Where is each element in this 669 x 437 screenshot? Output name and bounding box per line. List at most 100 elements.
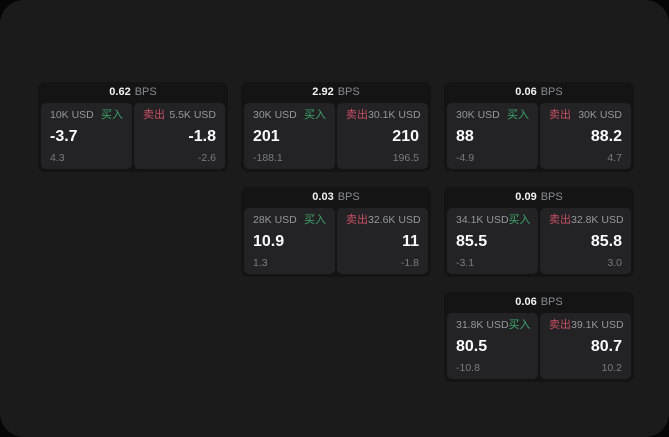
buy-panel[interactable]: 10K USD 买入 -3.7 4.3 [41, 103, 132, 169]
sell-amount-label: 5.5K USD [169, 109, 216, 122]
buy-price-value: 201 [253, 127, 280, 145]
buy-panel-top: 28K USD 买入 [253, 215, 326, 226]
bps-value: 0.06 [515, 86, 537, 98]
sell-amount-label: 32.6K USD [368, 214, 421, 227]
buy-side-label: 买入 [304, 214, 326, 226]
buy-panel-top: 30K USD 买入 [253, 110, 326, 121]
buy-sub-value: -4.9 [456, 151, 475, 164]
buy-panel[interactable]: 30K USD 买入 88 -4.9 [447, 103, 538, 169]
card-header: 0.06 BPS [444, 292, 634, 313]
card-body: 30K USD 买入 88 -4.9 卖出 30K USD 88.2 4.7 [444, 103, 634, 172]
buy-price-value: -3.7 [50, 127, 78, 145]
sell-panel[interactable]: 卖出 30K USD 88.2 4.7 [540, 103, 631, 169]
quote-card: 0.06 BPS 31.8K USD 买入 80.5 -10.8 卖出 39.1… [444, 292, 634, 382]
sell-panel[interactable]: 卖出 32.6K USD 11 -1.8 [337, 208, 428, 274]
buy-sub-value: -10.8 [456, 361, 480, 374]
bps-unit-label: BPS [540, 86, 563, 98]
sell-panel[interactable]: 卖出 5.5K USD -1.8 -2.6 [134, 103, 225, 169]
quote-card: 0.62 BPS 10K USD 买入 -3.7 4.3 卖出 5.5K USD [38, 82, 228, 172]
sell-side-label: 卖出 [346, 214, 368, 226]
bps-unit-label: BPS [134, 86, 157, 98]
buy-amount-label: 30K USD [253, 109, 297, 122]
buy-sub-value: 1.3 [253, 256, 268, 269]
sell-side-label: 卖出 [549, 109, 571, 121]
sell-sub-value: -2.6 [197, 151, 216, 164]
buy-panel-top: 31.8K USD 买入 [456, 319, 531, 332]
card-body: 28K USD 买入 10.9 1.3 卖出 32.6K USD 11 -1.8 [241, 208, 431, 277]
card-header: 0.06 BPS [444, 82, 634, 103]
card-body: 34.1K USD 买入 85.5 -3.1 卖出 32.8K USD 85.8… [444, 208, 634, 277]
sell-amount-label: 30K USD [578, 109, 622, 122]
buy-price-value: 10.9 [253, 232, 285, 250]
buy-side-label: 买入 [304, 109, 326, 121]
sell-price-value: 210 [392, 127, 419, 145]
sell-price-value: 80.7 [590, 337, 622, 355]
bps-unit-label: BPS [540, 296, 563, 308]
sell-amount-label: 32.8K USD [571, 214, 624, 227]
sell-sub-value: 4.7 [607, 151, 622, 164]
buy-panel[interactable]: 30K USD 买入 201 -188.1 [244, 103, 335, 169]
sell-panel-top: 卖出 30K USD [549, 110, 622, 121]
sell-price-value: 85.8 [590, 232, 622, 250]
quote-card: 0.06 BPS 30K USD 买入 88 -4.9 卖出 30K USD [444, 82, 634, 172]
sell-sub-value: 3.0 [607, 256, 622, 269]
sell-panel-top: 卖出 5.5K USD [143, 110, 216, 121]
sell-side-label: 卖出 [143, 109, 165, 121]
quote-cards-grid: 0.62 BPS 10K USD 买入 -3.7 4.3 卖出 5.5K USD [38, 82, 634, 382]
buy-sub-value: 4.3 [50, 151, 65, 164]
buy-price-value: 80.5 [456, 337, 488, 355]
bps-value: 0.03 [312, 191, 334, 203]
buy-side-label: 买入 [507, 109, 529, 121]
quote-card: 0.09 BPS 34.1K USD 买入 85.5 -3.1 卖出 32.8K… [444, 187, 634, 277]
buy-panel-top: 34.1K USD 买入 [456, 214, 531, 227]
sell-amount-label: 30.1K USD [368, 109, 421, 122]
sell-sub-value: 10.2 [601, 361, 622, 374]
buy-amount-label: 34.1K USD [456, 214, 509, 227]
bps-unit-label: BPS [337, 86, 360, 98]
sell-panel[interactable]: 卖出 39.1K USD 80.7 10.2 [540, 313, 631, 379]
bps-value: 0.09 [515, 191, 537, 203]
sell-panel[interactable]: 卖出 32.8K USD 85.8 3.0 [540, 208, 631, 274]
buy-amount-label: 10K USD [50, 109, 94, 122]
card-header: 0.03 BPS [241, 187, 431, 208]
sell-price-value: 88.2 [590, 127, 622, 145]
sell-side-label: 卖出 [549, 319, 571, 331]
buy-panel-top: 10K USD 买入 [50, 110, 123, 121]
quote-card: 2.92 BPS 30K USD 买入 201 -188.1 卖出 30.1K … [241, 82, 431, 172]
sell-side-label: 卖出 [549, 214, 571, 226]
buy-panel-top: 30K USD 买入 [456, 110, 529, 121]
sell-price-value: 11 [402, 232, 419, 250]
card-header: 0.09 BPS [444, 187, 634, 208]
buy-amount-label: 28K USD [253, 214, 297, 227]
card-body: 31.8K USD 买入 80.5 -10.8 卖出 39.1K USD 80.… [444, 313, 634, 382]
buy-side-label: 买入 [508, 319, 531, 331]
card-header: 0.62 BPS [38, 82, 228, 103]
buy-panel[interactable]: 34.1K USD 买入 85.5 -3.1 [447, 208, 538, 274]
sell-panel-top: 卖出 39.1K USD [549, 319, 624, 332]
sell-amount-label: 39.1K USD [571, 319, 624, 332]
buy-sub-value: -188.1 [253, 151, 283, 164]
buy-panel[interactable]: 28K USD 买入 10.9 1.3 [244, 208, 335, 274]
buy-amount-label: 31.8K USD [456, 319, 509, 332]
bps-value: 0.62 [109, 86, 131, 98]
sell-sub-value: -1.8 [400, 256, 419, 269]
bps-unit-label: BPS [337, 191, 360, 203]
bps-value: 2.92 [312, 86, 334, 98]
sell-price-value: -1.8 [188, 127, 216, 145]
sell-side-label: 卖出 [346, 109, 368, 121]
card-body: 30K USD 买入 201 -188.1 卖出 30.1K USD 210 1… [241, 103, 431, 172]
sell-panel-top: 卖出 32.8K USD [549, 214, 624, 227]
buy-sub-value: -3.1 [456, 256, 475, 269]
quote-card: 0.03 BPS 28K USD 买入 10.9 1.3 卖出 32.6K US… [241, 187, 431, 277]
buy-panel[interactable]: 31.8K USD 买入 80.5 -10.8 [447, 313, 538, 379]
card-body: 10K USD 买入 -3.7 4.3 卖出 5.5K USD -1.8 -2.… [38, 103, 228, 172]
buy-price-value: 88 [456, 127, 474, 145]
buy-side-label: 买入 [101, 109, 123, 121]
bps-unit-label: BPS [540, 191, 563, 203]
card-header: 2.92 BPS [241, 82, 431, 103]
sell-sub-value: 196.5 [392, 151, 419, 164]
buy-side-label: 买入 [508, 214, 531, 226]
sell-panel[interactable]: 卖出 30.1K USD 210 196.5 [337, 103, 428, 169]
buy-price-value: 85.5 [456, 232, 488, 250]
